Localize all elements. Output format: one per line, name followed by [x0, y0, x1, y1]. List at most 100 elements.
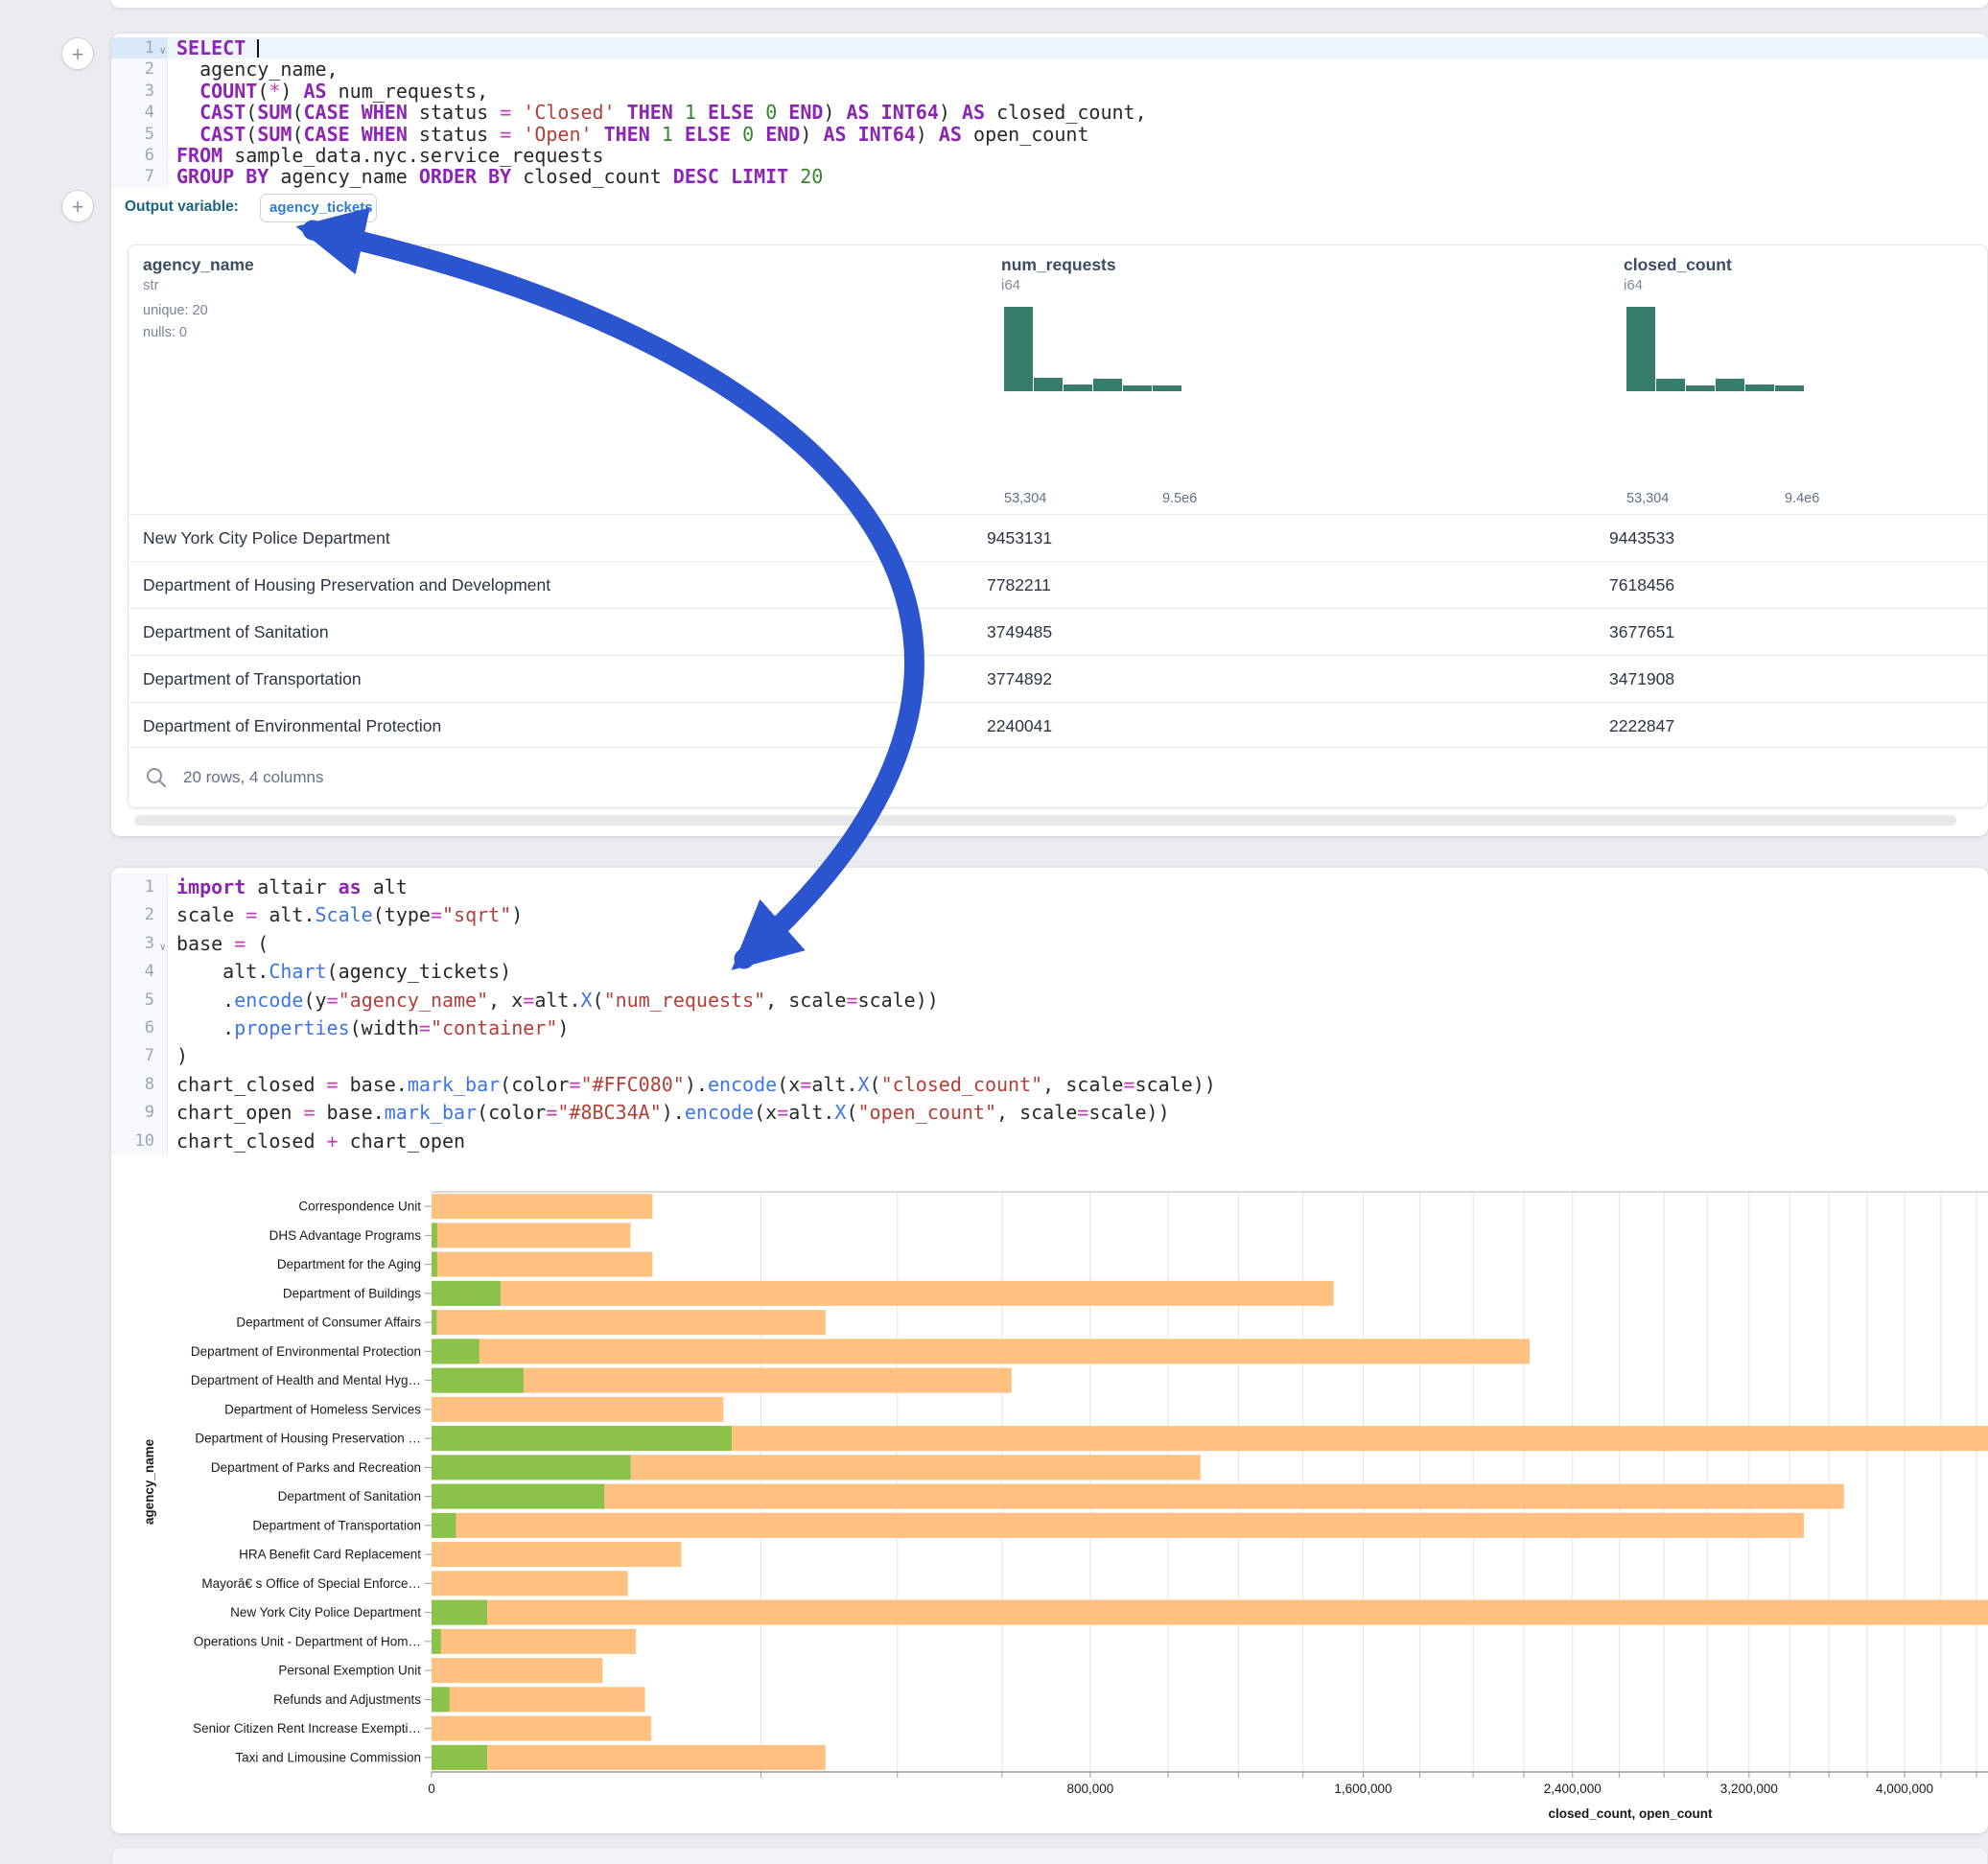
code-line[interactable]: 7GROUP BY agency_name ORDER BY closed_co… [111, 166, 1988, 187]
bar-open_count[interactable] [432, 1687, 450, 1712]
code-line[interactable]: 6FROM sample_data.nyc.service_requests [111, 145, 1988, 166]
code-line[interactable]: 8chart_closed = base.mark_bar(color="#FF… [111, 1071, 1988, 1099]
y-tick-label: DHS Advantage Programs [269, 1228, 422, 1243]
y-tick-label: Correspondence Unit [298, 1200, 421, 1214]
bar-open_count[interactable] [432, 1281, 501, 1306]
bar-closed_count[interactable] [432, 1397, 723, 1422]
bar-closed_count[interactable] [432, 1339, 1530, 1363]
code-line[interactable]: 10chart_closed + chart_open [111, 1128, 1988, 1155]
bar-closed_count[interactable] [432, 1658, 602, 1683]
fold-chevron-icon[interactable]: ∨ [159, 933, 166, 961]
table-row[interactable]: Department of Sanitation37494853677651 [129, 608, 1987, 656]
bar-closed_count[interactable] [432, 1629, 636, 1654]
y-tick-label: Senior Citizen Rent Increase Exempti… [193, 1721, 421, 1736]
bar-closed_count[interactable] [432, 1281, 1334, 1306]
bar-closed_count[interactable] [432, 1194, 652, 1219]
bar-closed_count[interactable] [432, 1484, 1844, 1509]
table-row[interactable]: Department of Housing Preservation and D… [129, 561, 1987, 609]
bar-closed_count[interactable] [432, 1513, 1804, 1538]
y-tick-label: Personal Exemption Unit [278, 1664, 421, 1678]
output-variable-label: Output variable: [125, 198, 239, 216]
y-tick-label: Department of Sanitation [278, 1489, 421, 1503]
add-cell-button-output[interactable]: + [61, 190, 94, 222]
bar-open_count[interactable] [432, 1513, 456, 1538]
bar-closed_count[interactable] [432, 1310, 826, 1335]
table-row[interactable]: Department of Transportation377489234719… [129, 655, 1987, 703]
x-axis-title: closed_count, open_count [1548, 1806, 1713, 1820]
code-line[interactable]: 9chart_open = base.mark_bar(color="#8BC3… [111, 1099, 1988, 1127]
y-tick-label: New York City Police Department [230, 1605, 421, 1619]
bar-open_count[interactable] [432, 1339, 479, 1363]
column-header-closed-count[interactable]: closed_count [1624, 255, 1732, 275]
bar-closed_count[interactable] [432, 1571, 628, 1596]
notebook-page: { "colors": { "arrow": "#2b55cf", "bar_c… [0, 0, 1988, 1864]
column-header-num-requests[interactable]: num_requests [1001, 255, 1116, 275]
code-line[interactable]: 3 COUNT(*) AS num_requests, [111, 81, 1988, 102]
bar-open_count[interactable] [432, 1455, 631, 1480]
altair-bar-chart: Correspondence Unit DHS Advantage Program… [111, 1187, 1988, 1820]
bar-closed_count[interactable] [432, 1223, 631, 1247]
bar-open_count[interactable] [432, 1426, 732, 1451]
column-type-num-requests: i64 [1001, 277, 1020, 293]
add-cell-button-top[interactable]: + [61, 37, 94, 70]
search-icon[interactable] [145, 766, 168, 789]
python-code-editor[interactable]: 1import altair as alt2scale = alt.Scale(… [111, 874, 1988, 1155]
column-type-agency-name: str [143, 277, 159, 293]
x-tick-label: 3,200,000 [1720, 1782, 1778, 1796]
y-tick-label: HRA Benefit Card Replacement [239, 1548, 421, 1562]
code-line[interactable]: 2 agency_name, [111, 58, 1988, 80]
code-line[interactable]: 2scale = alt.Scale(type="sqrt") [111, 901, 1988, 929]
table-horizontal-scrollbar[interactable] [134, 815, 1956, 826]
histogram-closed-count [1626, 305, 1809, 391]
code-line[interactable]: 4 alt.Chart(agency_tickets) [111, 958, 1988, 986]
code-line[interactable]: 6 .properties(width="container") [111, 1014, 1988, 1042]
y-tick-label: Department of Homeless Services [224, 1402, 421, 1416]
column-type-closed-count: i64 [1624, 277, 1643, 293]
x-tick-label: 2,400,000 [1544, 1782, 1602, 1796]
code-line[interactable]: 3∨base = ( [111, 930, 1988, 958]
y-tick-label: Department of Parks and Recreation [211, 1460, 421, 1475]
bar-closed_count[interactable] [432, 1745, 826, 1770]
histogram-closed-min-label: 53,304 [1626, 491, 1669, 506]
code-line[interactable]: 5 .encode(y="agency_name", x=alt.X("num_… [111, 987, 1988, 1014]
bar-closed_count[interactable] [432, 1542, 681, 1567]
sql-code-editor[interactable]: 1∨SELECT 2 agency_name,3 COUNT(*) AS num… [111, 37, 1988, 188]
column-header-agency-name[interactable]: agency_name [143, 255, 254, 275]
bar-open_count[interactable] [432, 1368, 524, 1393]
y-axis-title: agency_name [142, 1438, 156, 1525]
bar-open_count[interactable] [432, 1484, 604, 1509]
y-tick-label: Taxi and Limousine Commission [235, 1750, 421, 1764]
previous-cell-bottom-edge [111, 0, 1988, 8]
bar-closed_count[interactable] [432, 1716, 651, 1741]
histogram-num-max-label: 9.5e6 [1162, 491, 1197, 506]
code-line[interactable]: 5 CAST(SUM(CASE WHEN status = 'Open' THE… [111, 124, 1988, 145]
python-cell-card: 1import altair as alt2scale = alt.Scale(… [111, 868, 1988, 1833]
histogram-closed-max-label: 9.4e6 [1785, 491, 1819, 506]
code-line[interactable]: 7) [111, 1042, 1988, 1070]
bar-open_count[interactable] [432, 1629, 441, 1654]
histogram-num-min-label: 53,304 [1004, 491, 1046, 506]
bar-open_count[interactable] [432, 1745, 487, 1770]
bar-closed_count[interactable] [432, 1687, 645, 1712]
output-variable-pill[interactable]: agency_tickets [260, 194, 377, 222]
y-tick-label: Refunds and Adjustments [273, 1692, 421, 1707]
code-line[interactable]: 1∨SELECT [111, 37, 1988, 58]
bar-open_count[interactable] [432, 1310, 436, 1335]
table-row[interactable]: New York City Police Department945313194… [129, 514, 1987, 562]
row-count-label: 20 rows, 4 columns [183, 768, 323, 787]
code-line[interactable]: 4 CAST(SUM(CASE WHEN status = 'Closed' T… [111, 102, 1988, 123]
bar-closed_count[interactable] [432, 1600, 1988, 1625]
code-line[interactable]: 1import altair as alt [111, 874, 1988, 901]
bar-open_count[interactable] [432, 1600, 487, 1625]
y-tick-label: Department of Environmental Protection [191, 1344, 421, 1359]
bar-closed_count[interactable] [432, 1252, 652, 1277]
bar-open_count[interactable] [432, 1223, 437, 1247]
x-tick-label: 0 [428, 1782, 435, 1796]
y-tick-label: Department of Housing Preservation … [195, 1432, 421, 1446]
bar-open_count[interactable] [432, 1252, 437, 1277]
result-table-card: agency_name str unique: 20nulls: 0 num_r… [128, 245, 1988, 808]
table-row[interactable]: Department of Environmental Protection22… [129, 702, 1987, 750]
text-cursor [257, 39, 259, 58]
y-tick-label: Mayorâ€ s Office of Special Enforce… [201, 1576, 421, 1591]
x-tick-label: 800,000 [1067, 1782, 1114, 1796]
